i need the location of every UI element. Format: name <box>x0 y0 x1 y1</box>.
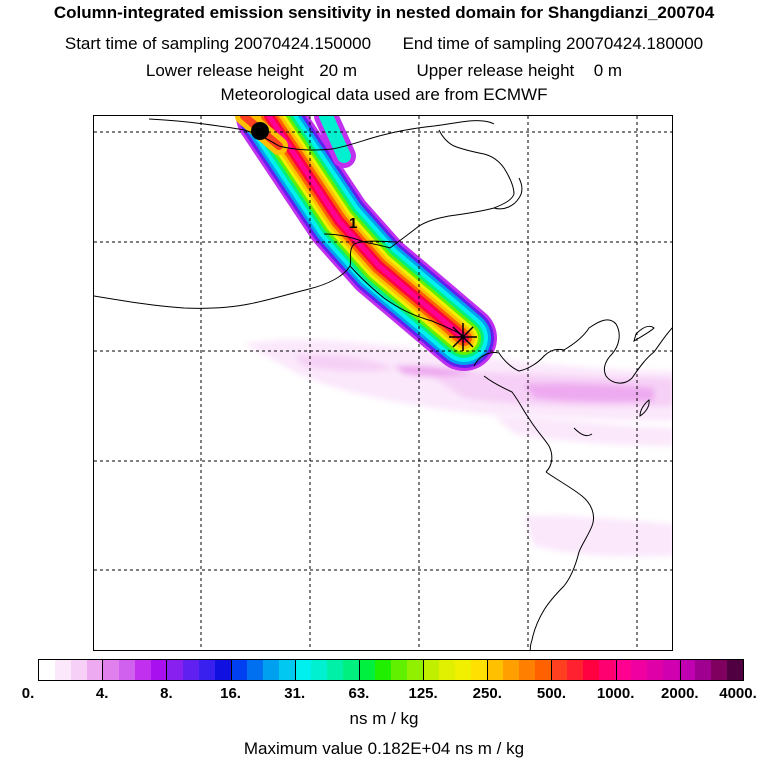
colorbar-tick <box>166 659 167 681</box>
colorbar-segment <box>311 660 327 680</box>
upper-height-label: Upper release height <box>416 61 575 80</box>
colorbar-segment <box>711 660 727 680</box>
colorbar-tick <box>295 659 296 681</box>
colorbar-segment <box>439 660 455 680</box>
meteo-source-text: Meteorological data used are from ECMWF <box>220 85 548 104</box>
upper-height-value: 0 m <box>593 61 623 80</box>
colorbar-segment <box>55 660 71 680</box>
colorbar-segment <box>583 660 599 680</box>
colorbar-segment <box>631 660 647 680</box>
colorbar-segment <box>279 660 295 680</box>
colorbar-segment <box>679 660 695 680</box>
colorbar-tick-label: 16. <box>220 685 241 702</box>
colorbar-segment <box>695 660 711 680</box>
colorbar-segment <box>87 660 103 680</box>
colorbar-segment <box>247 660 263 680</box>
maximum-value-line: Maximum value 0.182E+04 ns m / kg <box>0 739 768 759</box>
colorbar-segment <box>167 660 183 680</box>
colorbar-segment <box>407 660 423 680</box>
start-time-value: 20070424.150000 <box>234 34 372 53</box>
colorbar-segment <box>599 660 615 680</box>
colorbar-tick <box>102 659 103 681</box>
colorbar-segment <box>71 660 87 680</box>
lower-height-label: Lower release height <box>145 61 304 80</box>
low-sensitivity-field <box>244 339 672 557</box>
plume-origin-dot <box>251 122 269 140</box>
colorbar-tick-label: 8. <box>160 685 173 702</box>
colorbar-segment <box>327 660 343 680</box>
end-time-value: 20070424.180000 <box>566 34 704 53</box>
maximum-value-units: ns m / kg <box>455 739 525 758</box>
colorbar-segment <box>551 660 567 680</box>
colorbar-segment <box>503 660 519 680</box>
colorbar-tick-label: 1000. <box>596 685 635 702</box>
colorbar-segment <box>487 660 503 680</box>
colorbar-segment <box>151 660 167 680</box>
maximum-value-label: Maximum value <box>243 739 363 758</box>
colorbar-segment <box>135 660 151 680</box>
colorbar-tick-label: 4000. <box>719 685 757 702</box>
colorbar-segment <box>615 660 631 680</box>
colorbar-tick <box>231 659 232 681</box>
colorbar-tick <box>423 659 424 681</box>
colorbar-segment <box>391 660 407 680</box>
plot-title: Column-integrated emission sensitivity i… <box>53 3 715 22</box>
sampling-time-line: Start time of sampling 20070424.150000 E… <box>0 34 768 54</box>
map-panel: 1 <box>93 115 673 651</box>
colorbar-tick-label: 250. <box>472 685 502 702</box>
map-canvas: 1 <box>94 116 672 650</box>
colorbar-tick <box>487 659 488 681</box>
colorbar-segment <box>119 660 135 680</box>
colorbar-tick-label: 0. <box>21 685 35 702</box>
colorbar-tick-label: 2000. <box>661 685 699 702</box>
colorbar-segment <box>39 660 55 680</box>
colorbar-tick-label: 63. <box>348 685 370 702</box>
colorbar-segment <box>199 660 215 680</box>
colorbar-tick <box>551 659 552 681</box>
colorbar-segment <box>471 660 487 680</box>
colorbar-segment <box>455 660 471 680</box>
colorbar-tick-label: 4. <box>95 685 109 702</box>
colorbar-tick-label: 125. <box>408 685 438 702</box>
colorbar-segment <box>727 660 743 680</box>
start-time-label: Start time of sampling <box>64 34 230 53</box>
colorbar-segment <box>263 660 279 680</box>
colorbar-segment <box>103 660 119 680</box>
colorbar <box>38 659 744 681</box>
release-height-line: Lower release height 20 m Upper release … <box>0 61 768 81</box>
receptor-cross <box>449 323 477 351</box>
colorbar-segment <box>519 660 535 680</box>
colorbar-tick <box>680 659 681 681</box>
colorbar-segment <box>375 660 391 680</box>
day-marker-label: 1 <box>349 215 357 232</box>
colorbar-segment <box>567 660 583 680</box>
colorbar-segment <box>359 660 375 680</box>
lat-lon-grid <box>94 116 672 650</box>
coastlines <box>94 118 672 650</box>
colorbar-tick-label: 31. <box>284 685 306 702</box>
colorbar-tick <box>616 659 617 681</box>
maximum-value-number: 0.182E+04 <box>367 739 451 758</box>
colorbar-segment <box>535 660 551 680</box>
colorbar-segment <box>231 660 247 680</box>
colorbar-units: ns m / kg <box>349 709 419 728</box>
colorbar-segment <box>343 660 359 680</box>
end-time-label: End time of sampling <box>402 34 562 53</box>
colorbar-tick-label: 500. <box>536 685 567 702</box>
colorbar-segment <box>647 660 663 680</box>
colorbar-segment <box>183 660 199 680</box>
colorbar-segment <box>423 660 439 680</box>
lower-height-value: 20 m <box>319 61 357 80</box>
colorbar-segment <box>295 660 311 680</box>
colorbar-tick <box>359 659 360 681</box>
colorbar-segment <box>215 660 231 680</box>
colorbar-segment <box>663 660 679 680</box>
